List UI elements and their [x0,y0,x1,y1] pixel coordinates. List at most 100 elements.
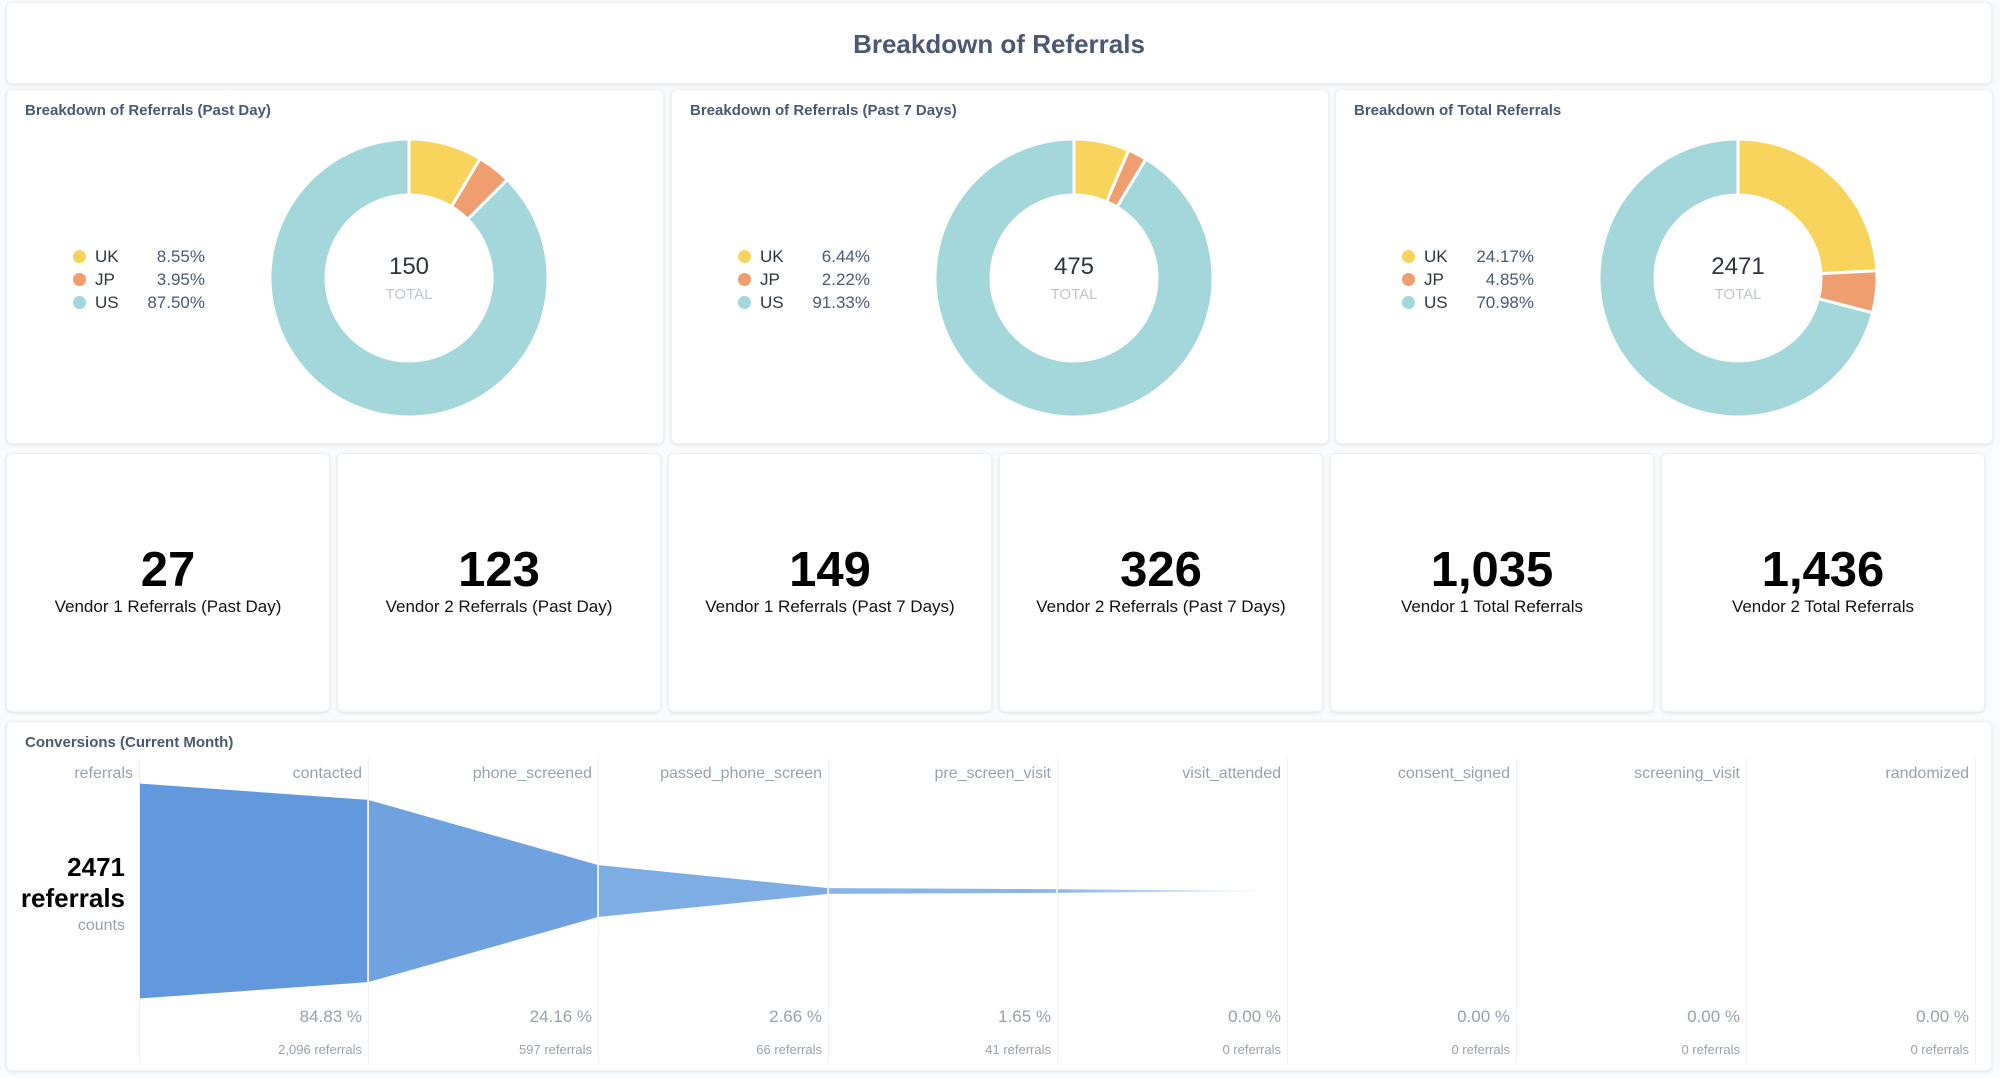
donut-total: 2471 [1711,253,1765,280]
funnel-step-percent: 0.00 % [1916,1007,1969,1026]
scalar-value: 1,035 [1430,543,1554,597]
scalar-card[interactable]: 1,035 Vendor 1 Total Referrals [1330,453,1654,712]
funnel-step-count: 2,096 referrals [278,1042,362,1057]
funnel-step-count: 0 referrals [1681,1042,1740,1057]
funnel-step-label: phone_screened [472,765,592,782]
funnel-step-count: 597 referrals [519,1042,592,1057]
legend-item[interactable]: JP 2.22% [738,268,870,291]
funnel-column-divider [139,758,140,1063]
legend-label: UK [95,246,119,266]
legend-label: US [760,292,784,312]
legend-item[interactable]: JP 4.85% [1402,268,1534,291]
card-title[interactable]: Breakdown of Referrals (Past 7 Days) [690,102,957,119]
funnel-step-label: screening_visit [1634,765,1740,782]
legend-item[interactable]: US 70.98% [1402,291,1534,314]
legend-item[interactable]: JP 3.95% [73,268,205,291]
scalar-label[interactable]: Vendor 1 Total Referrals [1400,597,1584,616]
scalar-label[interactable]: Vendor 2 Total Referrals [1731,597,1915,616]
funnel-step-count: 41 referrals [985,1042,1051,1057]
scalar-card[interactable]: 1,436 Vendor 2 Total Referrals [1661,453,1985,712]
scalar-card[interactable]: 123 Vendor 2 Referrals (Past Day) [337,453,661,712]
scalar-card[interactable]: 149 Vendor 1 Referrals (Past 7 Days) [668,453,992,712]
legend-value: 4.85% [1485,269,1534,289]
dashboard-header: Breakdown of Referrals [6,2,1992,84]
donut-slice-us[interactable] [268,137,550,419]
scalar-value: 1,436 [1761,543,1885,597]
card-title[interactable]: Breakdown of Total Referrals [1354,102,1562,119]
funnel-segment[interactable] [139,783,368,999]
funnel-step-label: passed_phone_screen [660,765,822,782]
legend-item[interactable]: US 87.50% [73,291,205,314]
funnel-step-label: pre_screen_visit [934,765,1052,782]
page-title: Breakdown of Referrals [853,29,1145,59]
legend-label: JP [1424,269,1444,289]
funnel-column-divider [1287,758,1288,1063]
funnel-column-divider [1746,758,1747,1063]
funnel-step-count: 0 referrals [1910,1042,1969,1057]
card-title[interactable]: Breakdown of Referrals (Past Day) [25,102,271,119]
scalar-card[interactable]: 326 Vendor 2 Referrals (Past 7 Days) [999,453,1323,712]
scalar-label[interactable]: Vendor 2 Referrals (Past 7 Days) [1036,597,1286,616]
funnel-column-divider [1057,758,1058,1063]
legend-item[interactable]: UK 6.44% [738,245,870,268]
scalar-label[interactable]: Vendor 1 Referrals (Past Day) [54,597,282,616]
legend-value: 87.50% [147,292,205,312]
scalar-value: 27 [140,543,196,597]
legend-item[interactable]: UK 8.55% [73,245,205,268]
conversions-funnel-card[interactable]: Conversions (Current Month) referrals con… [6,721,1992,1071]
scalar-card[interactable]: 27 Vendor 1 Referrals (Past Day) [6,453,330,712]
funnel-step-percent: 2.66 % [769,1007,822,1026]
legend-label: UK [1424,246,1448,266]
legend-dot-icon [1402,273,1415,286]
donut-card[interactable]: Breakdown of Referrals (Past Day) UK 8.5… [6,89,664,444]
funnel-chart [139,783,1287,999]
funnel-step-percent: 84.83 % [299,1007,362,1026]
donut-chart [1597,137,1879,419]
legend: UK 6.44% JP 2.22% US 91.33% [738,245,870,314]
legend-label: UK [760,246,784,266]
legend-dot-icon [1402,296,1415,309]
funnel-step-label: contacted [292,765,362,782]
donut-chart [933,137,1215,419]
funnel-segment[interactable] [368,799,598,983]
funnel-column-divider [828,758,829,1063]
funnel-segment[interactable] [828,888,1057,894]
legend-item[interactable]: US 91.33% [738,291,870,314]
funnel-step-percent: 0.00 % [1228,1007,1281,1026]
legend-label: JP [95,269,115,289]
legend: UK 24.17% JP 4.85% US 70.98% [1402,245,1534,314]
legend-dot-icon [73,273,86,286]
funnel-segment[interactable] [1057,889,1287,893]
legend-value: 8.55% [156,246,205,266]
donut-slice-us[interactable] [1597,137,1875,419]
legend-dot-icon [73,250,86,263]
legend-value: 6.44% [821,246,870,266]
funnel-step-label: consent_signed [1397,765,1510,782]
funnel-step-percent: 24.16 % [529,1007,592,1026]
donut-slice-us[interactable] [933,137,1215,419]
legend-value: 24.17% [1476,246,1534,266]
legend-label: US [1424,292,1448,312]
legend-value: 2.22% [821,269,870,289]
legend-dot-icon [738,296,751,309]
scalar-label[interactable]: Vendor 1 Referrals (Past 7 Days) [705,597,955,616]
funnel-step-percent: 0.00 % [1687,1007,1740,1026]
legend-dot-icon [738,273,751,286]
scalar-value: 326 [1120,543,1202,597]
donut-card[interactable]: Breakdown of Total Referrals UK 24.17% J… [1335,89,1993,444]
donut-total-label: TOTAL [1050,286,1098,303]
scalar-label[interactable]: Vendor 2 Referrals (Past Day) [385,597,613,616]
donut-slice-uk[interactable] [1736,137,1879,276]
card-title[interactable]: Conversions (Current Month) [25,734,234,751]
funnel-step-count: 0 referrals [1451,1042,1510,1057]
donut-total-label: TOTAL [385,286,433,303]
donut-chart [268,137,550,419]
funnel-total-unit: referrals [20,883,125,913]
legend-item[interactable]: UK 24.17% [1402,245,1534,268]
legend-label: JP [760,269,780,289]
donut-card[interactable]: Breakdown of Referrals (Past 7 Days) UK … [671,89,1329,444]
funnel-step-label: visit_attended [1182,765,1281,782]
funnel-segment[interactable] [598,865,828,917]
legend: UK 8.55% JP 3.95% US 87.50% [73,245,205,314]
scalar-value: 149 [789,543,871,597]
